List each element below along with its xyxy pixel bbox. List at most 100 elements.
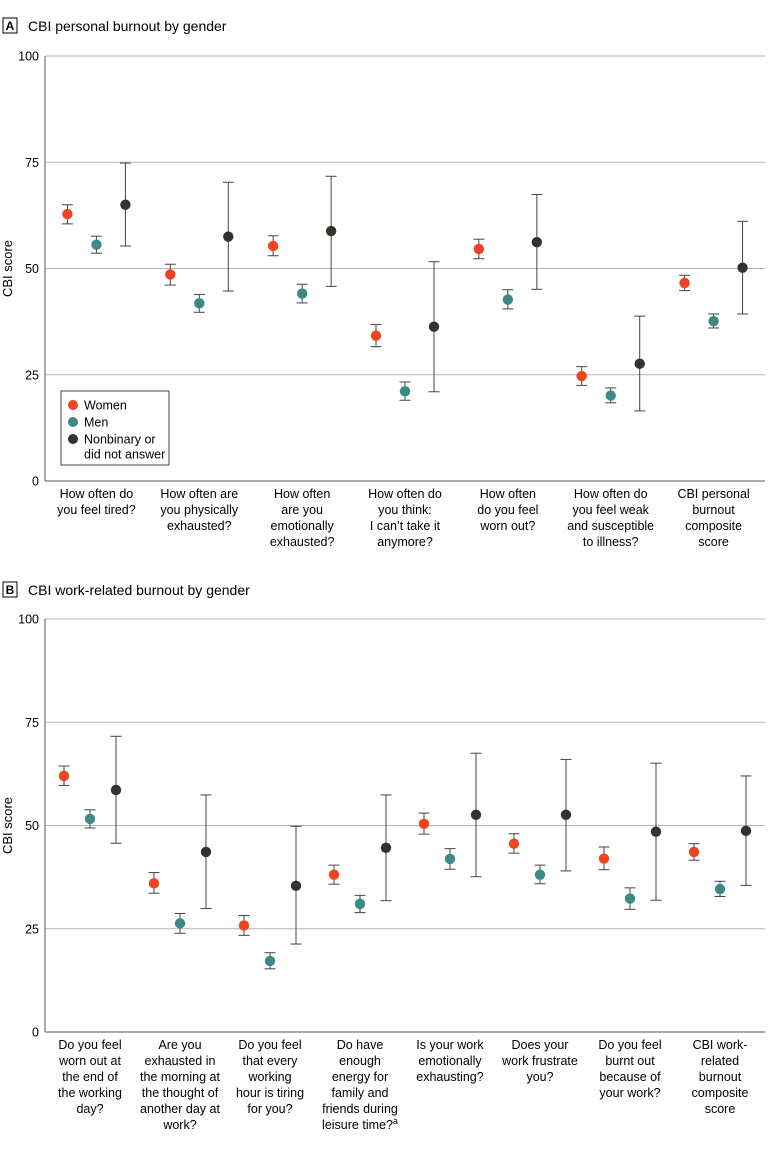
y-tick-label: 75 xyxy=(25,156,39,170)
panel-letter: B xyxy=(6,583,15,597)
data-point-men xyxy=(714,883,726,895)
x-category-label-line: your work? xyxy=(599,1086,660,1100)
data-point-nonbinary xyxy=(531,236,543,248)
panel-letter: A xyxy=(6,19,15,33)
legend-marker-women xyxy=(68,400,78,410)
data-point-women xyxy=(370,330,382,341)
x-category-label-line: enough xyxy=(339,1054,381,1068)
x-category-label-line: do you feel xyxy=(477,503,538,517)
legend-label-line: Nonbinary or xyxy=(84,433,156,447)
x-category-label-line: I can’t take it xyxy=(370,519,441,533)
x-category-label-line: Is your work xyxy=(416,1038,484,1052)
y-tick-label: 50 xyxy=(25,262,39,276)
x-category-label-line: CBI work- xyxy=(693,1038,748,1052)
x-category-label-line: the morning at xyxy=(140,1070,220,1084)
x-category-label: How often are you physically exhausted? xyxy=(160,487,239,533)
legend-label-line: Men xyxy=(84,416,108,430)
x-category-label-line: exhausted? xyxy=(167,519,232,533)
legend-label-women: Women xyxy=(84,399,127,413)
x-category-label-line: Do you feel xyxy=(238,1038,301,1052)
panel-letter-box xyxy=(2,581,18,598)
x-category-label: Are you exhausted in the morning at the tho… xyxy=(140,1038,220,1132)
data-point-nonbinary xyxy=(737,262,748,273)
x-category-label-line: another day at xyxy=(140,1102,220,1116)
x-category-label-line: worn out at xyxy=(58,1054,121,1068)
y-tick-label: 100 xyxy=(18,613,39,627)
x-category-label: Is your work emotionally exhausting? xyxy=(416,1038,484,1084)
x-category-label-line: How often xyxy=(480,487,536,501)
data-point-men xyxy=(444,853,456,865)
legend-label-men: Men xyxy=(84,416,108,430)
data-point-nonbinary xyxy=(110,784,122,796)
data-point-men xyxy=(91,239,102,250)
data-point-nonbinary xyxy=(223,231,234,242)
x-category-label-line: burnout xyxy=(692,503,735,517)
x-category-label: Do you feel burnt out because of your work? xyxy=(598,1038,661,1100)
data-point-women xyxy=(576,370,587,382)
x-category-label-line: Does your xyxy=(512,1038,569,1052)
data-point-men xyxy=(502,294,514,305)
x-category-label-line: exhausted? xyxy=(270,535,335,549)
data-point-men xyxy=(605,390,616,401)
x-category-label-line: How often do xyxy=(368,487,442,501)
data-point-men xyxy=(264,955,276,967)
data-point-nonbinary xyxy=(200,846,212,858)
data-point-men xyxy=(399,386,411,397)
data-point-men xyxy=(194,298,205,309)
x-category-label-line: are you xyxy=(281,503,323,517)
data-point-nonbinary xyxy=(650,826,662,837)
data-point-nonbinary xyxy=(634,358,645,369)
data-point-women xyxy=(679,277,690,289)
data-point-nonbinary xyxy=(560,809,572,820)
x-category-label-line: anymore? xyxy=(377,535,433,549)
legend-marker-men xyxy=(68,417,78,427)
data-point-women xyxy=(688,846,700,858)
data-point-nonbinary xyxy=(120,199,131,210)
data-point-women xyxy=(418,818,430,830)
data-point-women xyxy=(598,853,610,864)
x-category-label-line: hour is tiring xyxy=(236,1086,304,1100)
x-category-label-line: that every xyxy=(243,1054,299,1068)
x-category-label: How often do you feel tired? xyxy=(57,487,136,517)
y-tick-label: 25 xyxy=(25,368,39,382)
x-category-label: How often do you think: I can’t take it any… xyxy=(368,487,442,549)
x-category-label-line: How often are xyxy=(160,487,238,501)
x-category-label-line: burnt out xyxy=(605,1054,655,1068)
y-tick-label: 100 xyxy=(18,50,39,64)
y-tick-label: 0 xyxy=(32,1026,39,1040)
x-category-label-line: work? xyxy=(162,1118,196,1132)
x-category-label-line: How often do xyxy=(60,487,134,501)
data-point-men xyxy=(354,898,366,910)
x-category-label-line: Do have xyxy=(337,1038,384,1052)
data-point-nonbinary xyxy=(740,825,752,837)
x-category-label-line: leisure time? xyxy=(322,1118,393,1132)
data-point-women xyxy=(148,878,160,889)
x-category-label-line: CBI personal xyxy=(677,487,749,501)
x-category-label-line: the end of xyxy=(62,1070,118,1084)
legend-label-line: did not answer xyxy=(84,448,165,462)
x-category-label-line: and susceptible xyxy=(567,519,654,533)
x-category-label: CBI personal burnout composite score xyxy=(677,487,749,549)
x-category-label-line: related xyxy=(701,1054,739,1068)
x-category-label-line: to illness? xyxy=(583,535,639,549)
data-point-men xyxy=(174,918,186,929)
x-category-label-line: day? xyxy=(76,1102,103,1116)
x-category-label: Do you feel that every working hour is tiri… xyxy=(236,1038,304,1116)
data-point-men xyxy=(296,288,308,299)
data-point-men xyxy=(84,813,96,825)
legend-label-nonbinary: Nonbinary or did not answer xyxy=(84,433,165,462)
x-category-label-line: worn out? xyxy=(479,519,535,533)
x-category-label-line: How often do xyxy=(574,487,648,501)
x-category-label-line: score xyxy=(705,1102,736,1116)
x-category-label-line: Do you feel xyxy=(598,1038,661,1052)
footnote-marker: a xyxy=(393,1116,398,1126)
x-category-label-line: working xyxy=(247,1070,291,1084)
x-category-label: CBI work-related burnout composite score xyxy=(692,1038,749,1116)
x-category-label-line: Are you xyxy=(158,1038,201,1052)
data-point-nonbinary xyxy=(290,880,302,891)
x-category-label-line: friends during xyxy=(322,1102,398,1116)
x-category-label: Do have enough energy for family and friends… xyxy=(322,1038,398,1132)
y-tick-label: 75 xyxy=(25,716,39,730)
x-category-label: Does your work frustrate you? xyxy=(501,1038,578,1084)
data-point-nonbinary xyxy=(380,842,392,854)
